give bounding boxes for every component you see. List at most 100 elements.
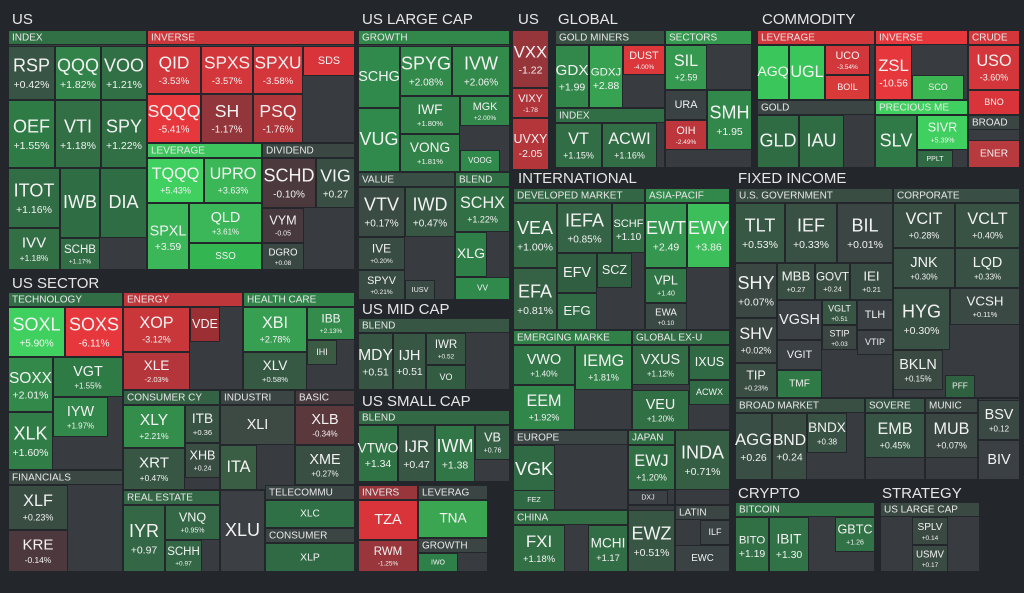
tile-bg[interactable] bbox=[295, 405, 355, 445]
tile-bg[interactable] bbox=[147, 94, 201, 143]
tile-bg[interactable] bbox=[358, 46, 400, 108]
tile-bg[interactable] bbox=[512, 88, 549, 118]
tile-bg[interactable] bbox=[557, 253, 597, 293]
tile-bg[interactable] bbox=[358, 108, 400, 172]
tile-bg[interactable] bbox=[455, 277, 510, 300]
tile-bg[interactable] bbox=[190, 307, 220, 342]
tile-bg[interactable] bbox=[60, 238, 100, 270]
tile-bg[interactable] bbox=[398, 425, 435, 482]
tile-bg[interactable] bbox=[512, 30, 549, 88]
tile-bg[interactable] bbox=[555, 123, 602, 168]
tile-bg[interactable] bbox=[623, 45, 665, 75]
tile-bg[interactable] bbox=[955, 248, 1020, 288]
tile-bg[interactable] bbox=[165, 540, 202, 572]
tile-bg[interactable] bbox=[857, 300, 893, 330]
tile-bg[interactable] bbox=[243, 352, 307, 390]
tile-bg[interactable] bbox=[557, 203, 612, 253]
tile-bg[interactable] bbox=[513, 268, 557, 330]
tile-bg[interactable] bbox=[645, 268, 687, 303]
tile-bg[interactable] bbox=[400, 134, 460, 172]
tile-bg[interactable] bbox=[185, 405, 220, 443]
tile-bg[interactable] bbox=[968, 90, 1020, 115]
tile-bg[interactable] bbox=[632, 345, 689, 385]
tile-bg[interactable] bbox=[893, 288, 950, 350]
tile-bg[interactable] bbox=[865, 413, 925, 458]
tile-bg[interactable] bbox=[460, 150, 500, 172]
tile-bg[interactable] bbox=[785, 203, 837, 263]
tile-bg[interactable] bbox=[978, 440, 1020, 480]
tile-bg[interactable] bbox=[822, 300, 857, 325]
tile-bg[interactable] bbox=[295, 445, 355, 485]
tile-bg[interactable] bbox=[220, 405, 295, 445]
tile-bg[interactable] bbox=[165, 505, 220, 540]
tile-bg[interactable] bbox=[53, 397, 108, 437]
tile-bg[interactable] bbox=[262, 243, 304, 270]
tile-bg[interactable] bbox=[8, 357, 53, 412]
tile-bg[interactable] bbox=[243, 307, 307, 352]
tile-bg[interactable] bbox=[707, 90, 752, 150]
tile-bg[interactable] bbox=[893, 203, 955, 248]
tile-bg[interactable] bbox=[53, 357, 123, 397]
tile-bg[interactable] bbox=[687, 203, 730, 268]
tile-bg[interactable] bbox=[769, 517, 809, 572]
tile-bg[interactable] bbox=[55, 46, 101, 100]
tile-bg[interactable] bbox=[262, 208, 304, 243]
tile-bg[interactable] bbox=[358, 187, 405, 237]
tile-bg[interactable] bbox=[8, 412, 53, 470]
tile-bg[interactable] bbox=[700, 520, 730, 545]
tile-bg[interactable] bbox=[815, 263, 850, 300]
tile-bg[interactable] bbox=[513, 345, 575, 385]
tile-bg[interactable] bbox=[588, 525, 628, 572]
tile-bg[interactable] bbox=[968, 140, 1020, 168]
tile-bg[interactable] bbox=[968, 45, 1020, 90]
tile-bg[interactable] bbox=[628, 510, 675, 572]
tile-bg[interactable] bbox=[123, 405, 185, 448]
tile-bg[interactable] bbox=[220, 490, 265, 572]
tile-bg[interactable] bbox=[512, 118, 549, 170]
tile-bg[interactable] bbox=[777, 300, 822, 340]
tile-bg[interactable] bbox=[8, 530, 68, 572]
tile-bg[interactable] bbox=[8, 168, 60, 228]
tile-bg[interactable] bbox=[265, 543, 355, 572]
tile-bg[interactable] bbox=[645, 303, 687, 330]
tile-bg[interactable] bbox=[978, 400, 1020, 440]
tile-bg[interactable] bbox=[513, 385, 575, 430]
tile-bg[interactable] bbox=[65, 307, 123, 357]
tile-bg[interactable] bbox=[253, 94, 303, 143]
tile-bg[interactable] bbox=[857, 330, 893, 355]
tile-bg[interactable] bbox=[777, 340, 822, 370]
tile-bg[interactable] bbox=[400, 96, 460, 134]
tile-bg[interactable] bbox=[757, 45, 789, 100]
tile-bg[interactable] bbox=[452, 46, 510, 96]
tile-bg[interactable] bbox=[665, 90, 707, 120]
tile-bg[interactable] bbox=[735, 413, 772, 480]
tile-bg[interactable] bbox=[665, 120, 707, 150]
tile-bg[interactable] bbox=[147, 158, 204, 203]
tile-bg[interactable] bbox=[8, 485, 68, 530]
tile-bg[interactable] bbox=[772, 413, 807, 480]
tile-bg[interactable] bbox=[303, 46, 355, 76]
tile-bg[interactable] bbox=[789, 45, 825, 100]
tile-bg[interactable] bbox=[689, 345, 730, 380]
tile-bg[interactable] bbox=[735, 517, 769, 572]
tile-bg[interactable] bbox=[893, 248, 955, 288]
tile-bg[interactable] bbox=[123, 448, 185, 490]
tile-bg[interactable] bbox=[435, 425, 475, 482]
tile-bg[interactable] bbox=[123, 352, 190, 390]
tile-bg[interactable] bbox=[602, 123, 657, 168]
tile-bg[interactable] bbox=[101, 100, 147, 168]
tile-bg[interactable] bbox=[358, 425, 398, 482]
tile-bg[interactable] bbox=[917, 115, 968, 150]
tile-bg[interactable] bbox=[612, 203, 645, 253]
tile-bg[interactable] bbox=[799, 115, 844, 168]
tile-bg[interactable] bbox=[307, 307, 355, 340]
tile-bg[interactable] bbox=[912, 517, 948, 545]
tile-bg[interactable] bbox=[777, 263, 815, 300]
tile-bg[interactable] bbox=[825, 45, 870, 75]
tile-bg[interactable] bbox=[265, 500, 355, 528]
tile-bg[interactable] bbox=[123, 307, 190, 352]
tile-bg[interactable] bbox=[8, 307, 65, 357]
tile-bg[interactable] bbox=[628, 445, 675, 490]
tile-bg[interactable] bbox=[917, 150, 953, 168]
tile-bg[interactable] bbox=[822, 325, 857, 350]
